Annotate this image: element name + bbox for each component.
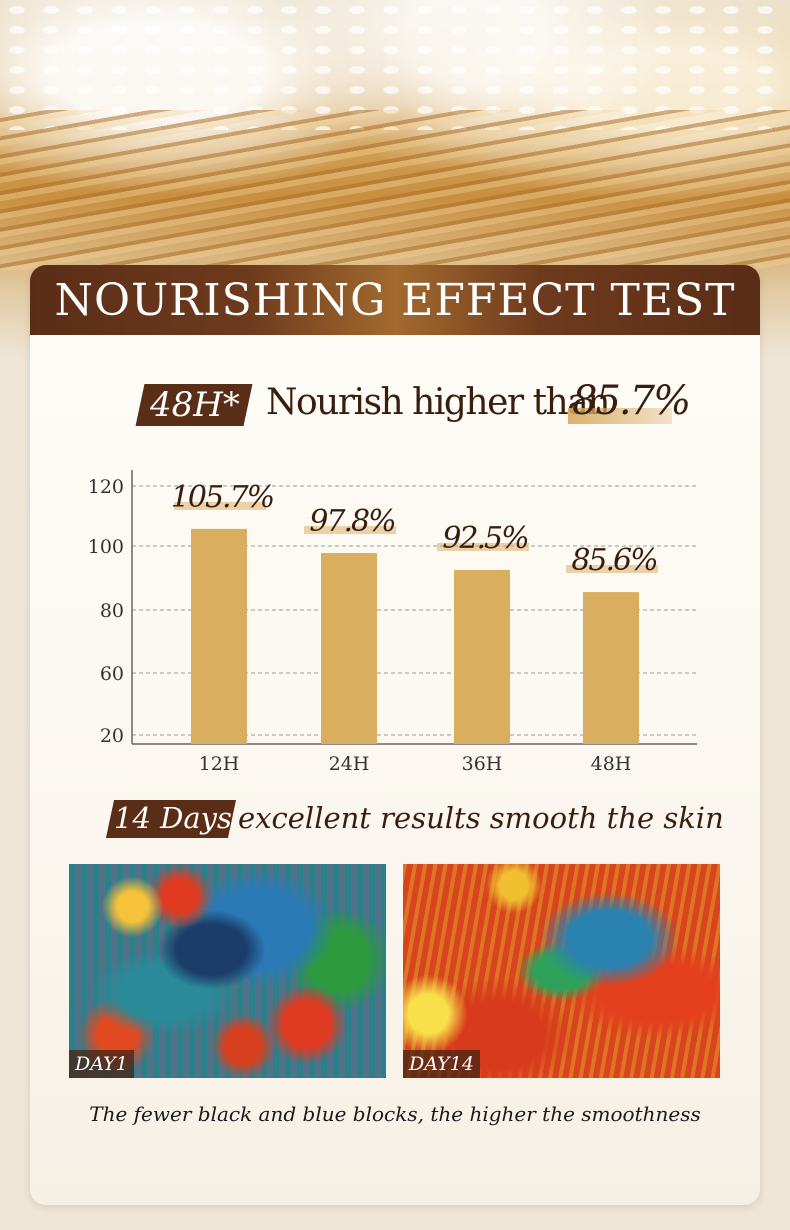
value-highlight [568,408,672,424]
photo-label-day1: DAY1 [69,1050,134,1078]
skin-scan-day14-image: DAY14 [403,864,720,1078]
results-text: excellent results smooth the skin [238,801,724,835]
skin-scan-day1-image: DAY1 [69,864,386,1078]
photo-label-day14: DAY14 [403,1050,480,1078]
days-tag: 14 Days [114,801,232,835]
headline: 48H* Nourish higher than 85.7% [135,378,691,432]
headline-value: 85.7% [572,378,691,424]
caption: The fewer black and blue blocks, the hig… [89,1102,701,1126]
rice-grains-decoration [0,0,790,130]
headline-text: Nourish higher than [266,382,610,423]
results-headline: 14 Days excellent results smooth the ski… [105,800,724,840]
title-banner: NOURISHING EFFECT TEST [30,265,760,335]
banner-title: NOURISHING EFFECT TEST [54,274,736,326]
duration-tag: 48H* [150,385,240,425]
wheat-stalks-decoration [0,110,790,270]
